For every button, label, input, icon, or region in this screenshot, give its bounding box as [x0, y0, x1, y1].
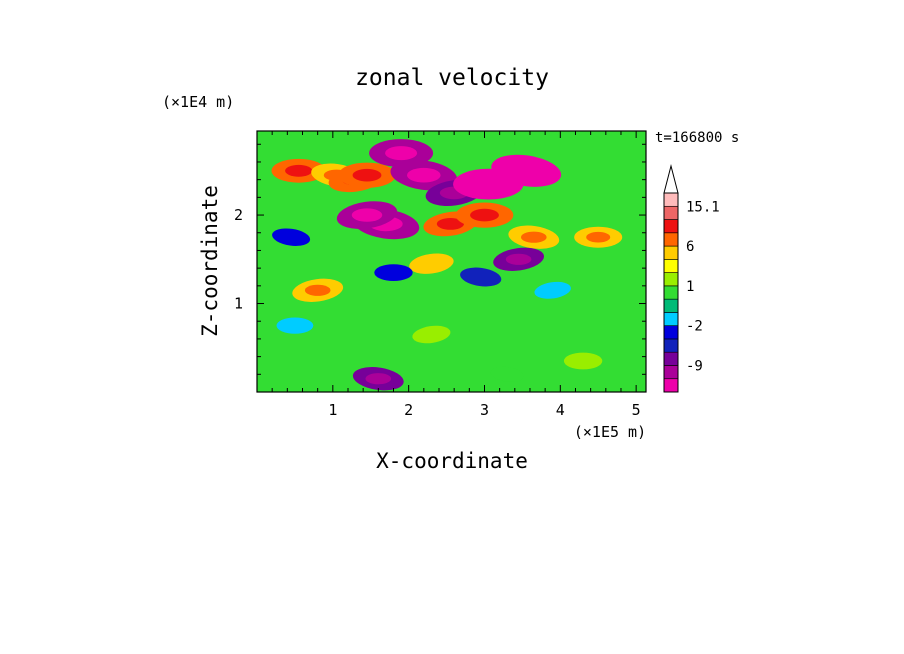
x-tick-label: 1 — [328, 401, 337, 419]
plot-frame — [256, 130, 647, 393]
colorbar-swatch — [663, 192, 679, 207]
contour-feature-core — [351, 208, 383, 222]
colorbar-frame — [663, 192, 679, 393]
colorbar-swatch — [663, 325, 679, 340]
colorbar-extend-arrow — [663, 164, 679, 194]
chart-title: zonal velocity — [355, 65, 549, 91]
colorbar: 15.1 6 1 -2 -9 — [663, 164, 720, 393]
contour-feature — [409, 253, 454, 274]
contour-feature — [534, 281, 571, 299]
contour-feature-core — [352, 168, 382, 182]
x-axis-title: X-coordinate — [376, 449, 528, 473]
colorbar-swatch — [663, 232, 679, 247]
colorbar-swatch — [663, 272, 679, 287]
colorbar-label: 15.1 — [686, 199, 720, 215]
colorbar-swatch — [663, 312, 679, 326]
contour-feature-core — [304, 284, 331, 296]
y-unit-label: (×1E4 m) — [162, 93, 234, 111]
contour-feature-core — [407, 167, 441, 183]
contour-feature-core — [436, 218, 464, 230]
x-tick-label: 2 — [404, 401, 413, 419]
contour-feature — [490, 366, 524, 382]
contour-field — [257, 131, 646, 392]
contour-feature-core — [470, 208, 499, 222]
colorbar-swatch — [663, 245, 679, 260]
contour-feature-core — [365, 373, 392, 385]
colorbar-swatch — [663, 378, 679, 393]
contour-feature — [412, 325, 451, 344]
colorbar-swatch — [663, 338, 679, 353]
colorbar-swatch — [663, 259, 679, 273]
contour-feature — [374, 264, 413, 281]
x-tick-label: 3 — [480, 401, 489, 419]
x-tick-label: 4 — [556, 401, 565, 419]
x-axis: 1 2 3 4 5 — [271, 131, 641, 419]
colorbar-swatch — [663, 365, 679, 380]
contour-feature-core — [586, 231, 611, 243]
colorbar-label: -9 — [686, 358, 703, 374]
contour-feature — [272, 228, 311, 246]
x-tick-label: 5 — [632, 401, 641, 419]
colorbar-label: 1 — [686, 279, 694, 295]
contour-feature-core — [470, 176, 506, 192]
colorbar-swatch — [663, 298, 679, 313]
contour-blobs — [271, 139, 623, 391]
colorbar-label: -2 — [686, 319, 703, 335]
colorbar-label: 6 — [686, 239, 694, 255]
time-label: t=166800 s — [655, 130, 739, 146]
contour-feature — [276, 317, 314, 334]
colorbar-swatch — [663, 351, 679, 366]
y-axis-title: Z-coordinate — [198, 185, 222, 337]
contour-feature-core — [385, 146, 418, 161]
contour-feature-core — [505, 253, 532, 265]
contour-feature-core — [285, 164, 313, 177]
y-tick-label: 1 — [234, 295, 243, 313]
colorbar-swatch — [663, 219, 679, 234]
colorbar-swatch — [663, 285, 679, 300]
y-axis: 12 — [234, 143, 646, 375]
contour-feature-core — [521, 231, 547, 243]
contour-feature-core — [508, 163, 544, 179]
contour-feature — [460, 267, 502, 287]
colorbar-swatch — [663, 205, 679, 220]
x-unit-label: (×1E5 m) — [574, 423, 646, 441]
y-tick-label: 2 — [234, 206, 243, 224]
contour-feature — [563, 352, 603, 370]
